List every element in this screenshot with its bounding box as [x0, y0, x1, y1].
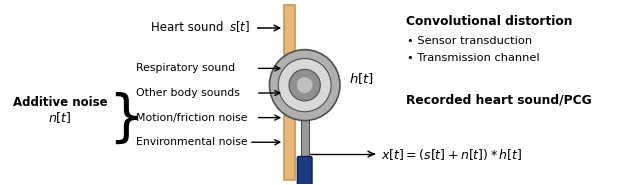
Text: Other body sounds: Other body sounds [136, 88, 240, 98]
Text: • Sensor transduction: • Sensor transduction [408, 36, 532, 46]
Text: Convolutional distortion: Convolutional distortion [406, 15, 572, 28]
Text: $s[t]$: $s[t]$ [229, 20, 250, 34]
Circle shape [297, 77, 312, 93]
Text: $n[t]$: $n[t]$ [48, 110, 72, 125]
Text: • Transmission channel: • Transmission channel [408, 53, 540, 63]
Text: $\}$: $\}$ [108, 91, 139, 146]
Circle shape [269, 50, 340, 121]
Circle shape [289, 69, 321, 101]
Text: $h[t]$: $h[t]$ [349, 71, 374, 86]
Text: Recorded heart sound/PCG: Recorded heart sound/PCG [406, 93, 591, 106]
Text: Respiratory sound: Respiratory sound [136, 63, 236, 73]
Circle shape [278, 58, 331, 112]
FancyBboxPatch shape [298, 157, 312, 185]
Text: Environmental noise: Environmental noise [136, 137, 248, 147]
Text: Additive noise: Additive noise [13, 96, 108, 109]
Text: Heart sound: Heart sound [151, 21, 227, 34]
Bar [301, 113, 308, 158]
Text: Motion/friction noise: Motion/friction noise [136, 113, 248, 123]
Text: $x[t] = (s[t] + n[t]) * h[t]$: $x[t] = (s[t] + n[t]) * h[t]$ [381, 147, 522, 162]
Bar [284, 5, 295, 180]
